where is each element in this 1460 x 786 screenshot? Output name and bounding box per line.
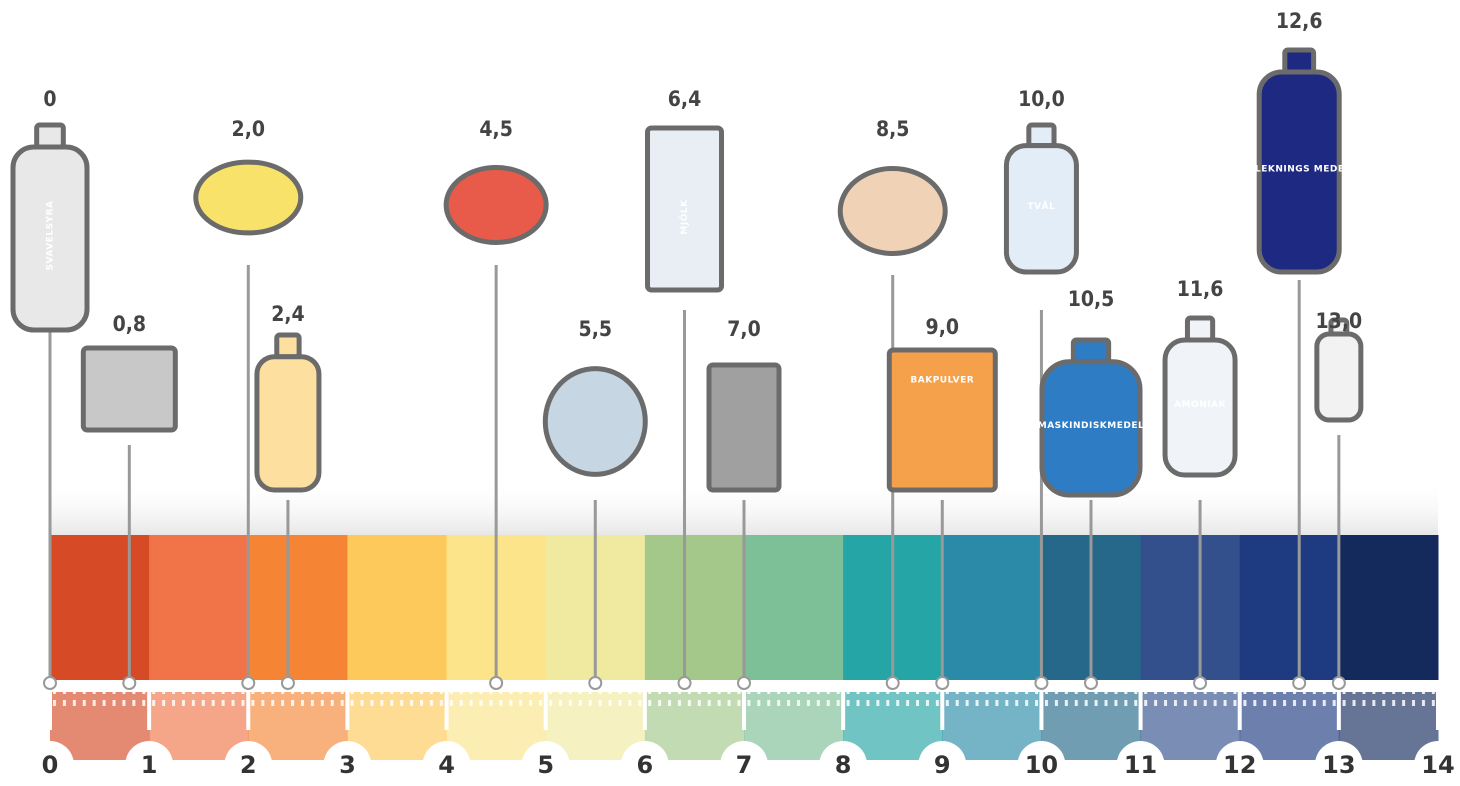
value-label: 8,5 [876,117,909,141]
icon [545,369,645,475]
icon [196,162,301,233]
pointer-dot [1293,677,1305,689]
pointer-dot [589,677,601,689]
value-label: 13,0 [1316,309,1363,333]
value-label: 10,5 [1068,287,1115,311]
x-tick-label: 9 [934,751,951,779]
value-label: 5,5 [579,317,612,341]
pointer-dot [44,677,56,689]
icon-cap [1285,50,1314,72]
x-tick-label: 10 [1025,751,1058,779]
value-label: 0,8 [113,312,146,336]
pointer-dot [1333,677,1345,689]
pointer-dot [490,677,502,689]
x-tick-label: 3 [339,751,356,779]
icon-cap [1187,318,1212,340]
x-tick-label: 0 [42,751,59,779]
pointer-dot [123,677,135,689]
pointer-dot [1085,677,1097,689]
value-label: 2,4 [271,302,304,326]
icon [709,365,779,490]
value-label: 11,6 [1177,277,1224,301]
value-label: 2,0 [232,117,265,141]
x-tick-label: 6 [637,751,654,779]
icon [840,169,945,254]
pointer-dot [282,677,294,689]
icon-label: MJÖLK [679,199,690,235]
value-label: 4,5 [479,117,512,141]
ph-band [149,535,249,680]
value-label: 7,0 [727,317,760,341]
x-tick-label: 4 [438,751,455,779]
x-tick-label: 1 [141,751,158,779]
x-tick-label: 7 [736,751,753,779]
pointer-dot [936,677,948,689]
icon-label: BAKPULVER [910,376,974,386]
ph-band [1240,535,1340,680]
pointer-dot [887,677,899,689]
pointer-dot [242,677,254,689]
icon [446,168,546,243]
value-label: 0 [43,87,56,111]
pointer-dot [1035,677,1047,689]
icon-label: SVAVELSYRA [46,201,56,271]
icon [889,350,995,490]
ph-band [1141,535,1241,680]
ph-band [645,535,745,680]
pointer-dot [738,677,750,689]
icon-cap [37,125,64,147]
x-tick-label: 11 [1124,751,1157,779]
ph-band [347,535,447,680]
icon-cap [1029,125,1054,146]
value-label: 12,6 [1276,9,1323,33]
value-label: 10,0 [1018,87,1065,111]
pointer-dot [1194,677,1206,689]
value-label: 6,4 [668,87,701,111]
icon [83,348,175,430]
value-label: 9,0 [926,315,959,339]
ph-band [744,535,844,680]
x-tick-label: 13 [1322,751,1355,779]
icon-cap [1073,340,1108,362]
icon-label: AMONIAK [1174,400,1226,410]
x-tick-label: 12 [1223,751,1256,779]
x-tick-label: 5 [537,751,554,779]
pointer-dot [679,677,691,689]
icon-label: MASKINDISKMEDEL [1038,421,1145,431]
ph-band [248,535,348,680]
icon-cap [277,335,299,357]
icon [257,357,319,490]
ph-chart: 01234567891011121314 SVAVELSYRA00,82,02,… [0,0,1460,786]
x-tick-label: 8 [835,751,852,779]
ph-band [50,535,150,680]
icon-label: TVÅL [1028,201,1056,212]
ph-band [942,535,1042,680]
x-tick-label: 2 [240,751,257,779]
icon-label: BLEKNINGS MEDEL [1248,165,1351,175]
ph-band [1339,535,1439,680]
x-tick-label: 14 [1421,751,1454,779]
icon [1317,334,1361,420]
